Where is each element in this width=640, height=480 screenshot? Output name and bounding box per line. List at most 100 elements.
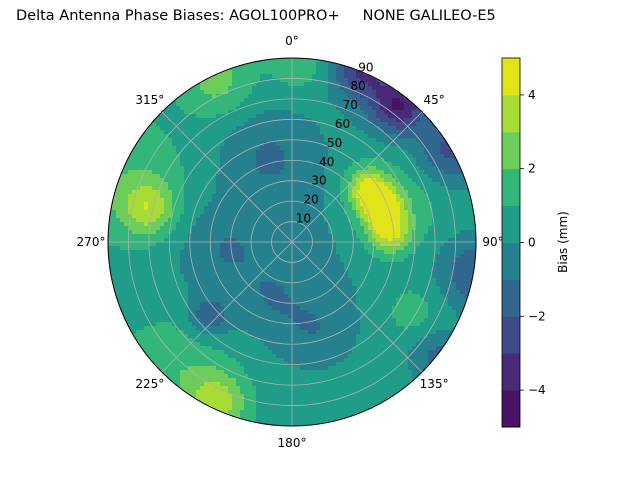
contour-cell: [172, 170, 177, 175]
contour-cell: [440, 234, 445, 239]
contour-cell: [300, 226, 305, 231]
contour-cell: [164, 174, 169, 179]
contour-cell: [396, 110, 401, 115]
contour-cell: [260, 146, 265, 151]
contour-cell: [116, 194, 121, 199]
contour-cell: [248, 302, 253, 307]
contour-cell: [444, 206, 449, 211]
contour-cell: [188, 194, 193, 199]
contour-cell: [460, 250, 465, 255]
contour-cell: [432, 210, 437, 215]
contour-cell: [256, 114, 261, 119]
contour-cell: [140, 162, 145, 167]
contour-cell: [372, 194, 377, 199]
contour-cell: [280, 122, 285, 127]
contour-cell: [288, 102, 293, 107]
contour-cell: [304, 58, 309, 63]
contour-cell: [232, 214, 237, 219]
contour-cell: [284, 74, 289, 79]
contour-cell: [196, 266, 201, 271]
contour-cell: [148, 154, 153, 159]
contour-cell: [352, 110, 357, 115]
contour-cell: [460, 186, 465, 191]
contour-cell: [124, 230, 129, 235]
contour-cell: [144, 122, 149, 127]
contour-cell: [340, 138, 345, 143]
contour-cell: [224, 74, 229, 79]
contour-cell: [116, 282, 121, 287]
contour-cell: [240, 118, 245, 123]
contour-cell: [376, 110, 381, 115]
contour-cell: [176, 262, 181, 267]
contour-cell: [252, 86, 257, 91]
contour-cell: [376, 214, 381, 219]
contour-cell: [444, 174, 449, 179]
contour-cell: [380, 246, 385, 251]
contour-cell: [424, 130, 429, 135]
contour-cell: [300, 118, 305, 123]
contour-cell: [152, 198, 157, 203]
contour-cell: [428, 198, 433, 203]
contour-cell: [108, 226, 113, 231]
contour-cell: [164, 202, 169, 207]
contour-cell: [312, 178, 317, 183]
contour-cell: [228, 190, 233, 195]
contour-cell: [388, 278, 393, 283]
contour-cell: [432, 130, 437, 135]
contour-cell: [184, 130, 189, 135]
contour-cell: [132, 298, 137, 303]
contour-cell: [132, 186, 137, 191]
contour-cell: [216, 202, 221, 207]
contour-cell: [320, 254, 325, 259]
contour-cell: [356, 118, 361, 123]
contour-cell: [268, 298, 273, 303]
contour-cell: [240, 178, 245, 183]
contour-cell: [208, 210, 213, 215]
contour-cell: [156, 206, 161, 211]
contour-cell: [288, 70, 293, 75]
contour-cell: [252, 190, 257, 195]
contour-cell: [436, 258, 441, 263]
contour-cell: [132, 154, 137, 159]
contour-cell: [380, 110, 385, 115]
contour-cell: [272, 210, 277, 215]
contour-cell: [280, 150, 285, 155]
contour-cell: [472, 254, 476, 259]
contour-cell: [220, 126, 225, 131]
contour-cell: [324, 306, 329, 311]
contour-cell: [184, 262, 189, 267]
contour-cell: [320, 178, 325, 183]
contour-cell: [444, 266, 449, 271]
contour-cell: [260, 222, 265, 227]
contour-cell: [320, 102, 325, 107]
contour-cell: [312, 286, 317, 291]
contour-cell: [164, 262, 169, 267]
contour-cell: [452, 278, 457, 283]
contour-cell: [216, 226, 221, 231]
contour-cell: [436, 198, 441, 203]
contour-cell: [196, 278, 201, 283]
contour-cell: [352, 162, 357, 167]
contour-cell: [304, 130, 309, 135]
contour-cell: [404, 294, 409, 299]
contour-cell: [220, 66, 225, 71]
contour-cell: [364, 286, 369, 291]
contour-cell: [428, 114, 433, 119]
contour-cell: [284, 222, 289, 227]
contour-cell: [140, 198, 145, 203]
contour-cell: [444, 142, 449, 147]
contour-cell: [216, 254, 221, 259]
contour-cell: [268, 166, 273, 171]
contour-cell: [260, 166, 265, 171]
contour-cell: [156, 158, 161, 163]
contour-cell: [204, 274, 209, 279]
contour-cell: [256, 202, 261, 207]
contour-cell: [456, 226, 461, 231]
contour-cell: [308, 134, 313, 139]
contour-cell: [380, 90, 385, 95]
contour-cell: [172, 214, 177, 219]
contour-cell: [308, 82, 313, 87]
contour-cell: [444, 190, 449, 195]
contour-cell: [172, 194, 177, 199]
contour-cell: [292, 122, 297, 127]
